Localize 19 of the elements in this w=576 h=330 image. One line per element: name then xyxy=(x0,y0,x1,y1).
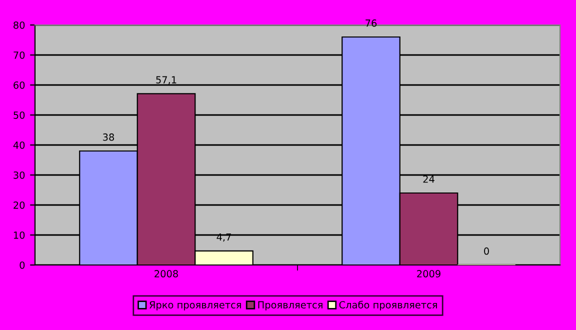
data-label: 57,1 xyxy=(156,76,176,84)
x-tick-label: 2009 xyxy=(417,270,440,278)
data-label: 76 xyxy=(366,19,377,27)
legend-label: Проявляется xyxy=(258,301,322,310)
data-label: 0 xyxy=(484,247,489,255)
legend-label: Слабо проявляется xyxy=(339,300,437,310)
y-tick-label: 80 xyxy=(14,21,25,29)
x-tick-label: 2008 xyxy=(154,270,178,278)
y-tick-label: 60 xyxy=(14,81,25,89)
y-tick-label: 20 xyxy=(14,201,25,209)
data-label: 24 xyxy=(423,175,434,183)
y-tick-label: 30 xyxy=(14,171,25,179)
y-tick-label: 0 xyxy=(20,261,25,269)
y-tick-label: 50 xyxy=(14,111,25,119)
y-tick-label: 40 xyxy=(13,141,25,149)
legend-label: Ярко проявляется xyxy=(150,301,241,310)
data-label: 38 xyxy=(103,133,114,141)
y-tick-label: 10 xyxy=(14,231,25,239)
y-tick-label: 70 xyxy=(14,51,25,59)
